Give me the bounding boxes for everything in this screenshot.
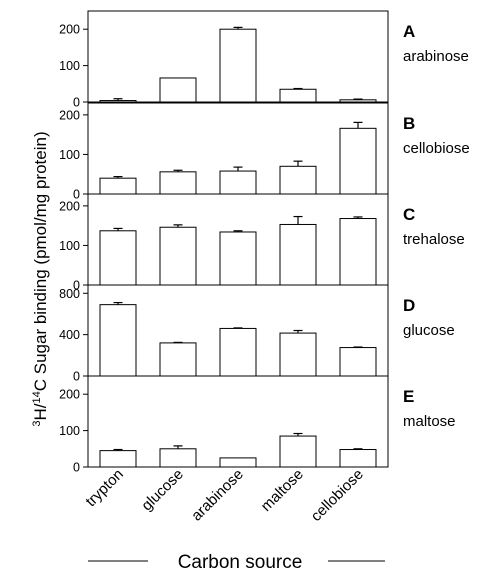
y-tick-label: 200	[59, 388, 80, 402]
panel-letter: E	[403, 387, 414, 406]
x-tick-label: glucose	[138, 466, 187, 515]
y-tick-label: 100	[59, 239, 80, 253]
bar	[159, 226, 197, 286]
bar	[279, 435, 317, 468]
bar	[219, 28, 257, 103]
ylabel-iso1: 3	[31, 420, 43, 426]
bar	[339, 218, 377, 286]
bar	[99, 177, 137, 195]
y-tick-label: 400	[59, 328, 80, 342]
y-tick-label: 200	[59, 108, 80, 122]
bar	[219, 457, 257, 468]
panel-name: arabinose	[403, 48, 469, 65]
y-tick-label: 200	[59, 23, 80, 37]
bar	[159, 448, 197, 468]
panel-letter: B	[403, 114, 415, 133]
bar	[339, 449, 377, 468]
bar	[99, 450, 137, 468]
y-tick-label: 0	[73, 96, 80, 110]
bar	[279, 165, 317, 195]
bar	[339, 347, 377, 377]
y-tick-label: 100	[59, 59, 80, 73]
bar	[99, 230, 137, 286]
x-tick-label: cellobiose	[308, 466, 367, 525]
bar	[99, 304, 137, 377]
bar	[219, 231, 257, 286]
ylabel-el1: H/	[31, 403, 50, 420]
panel-letter: A	[403, 22, 415, 41]
bar	[279, 332, 317, 377]
y-tick-label: 0	[73, 370, 80, 384]
panel-name: trehalose	[403, 231, 465, 248]
y-axis-label: 3H/14C Sugar binding (pmol/mg protein)	[31, 131, 50, 426]
ylabel-iso2: 14	[31, 391, 43, 403]
y-tick-label: 200	[59, 199, 80, 213]
bar	[279, 223, 317, 286]
y-tick-label: 0	[73, 461, 80, 475]
y-tick-label: 100	[59, 148, 80, 162]
bar	[219, 170, 257, 195]
bar	[159, 171, 197, 195]
x-tick-label: arabinose	[188, 466, 247, 525]
bar	[159, 342, 197, 377]
panel-name: maltose	[403, 413, 456, 430]
y-tick-label: 100	[59, 424, 80, 438]
panel-name: glucose	[403, 322, 455, 339]
panel-name: cellobiose	[403, 140, 470, 157]
panel-letter: C	[403, 205, 415, 224]
panel-letter: D	[403, 296, 415, 315]
x-axis-label: Carbon source	[178, 552, 303, 572]
x-tick-label: trypton	[82, 466, 126, 510]
ylabel-el2: C Sugar binding (pmol/mg protein)	[31, 131, 50, 391]
bar	[99, 100, 137, 103]
bar	[279, 88, 317, 103]
y-tick-label: 0	[73, 188, 80, 202]
bar	[159, 77, 197, 103]
x-tick-label: maltose	[258, 466, 307, 515]
bar	[339, 127, 377, 195]
bar	[339, 99, 377, 103]
bar	[219, 327, 257, 377]
y-tick-label: 0	[73, 279, 80, 293]
category-labels: trypton glucose arabinose maltose cellobiose	[82, 466, 366, 525]
y-tick-label: 800	[59, 287, 80, 301]
